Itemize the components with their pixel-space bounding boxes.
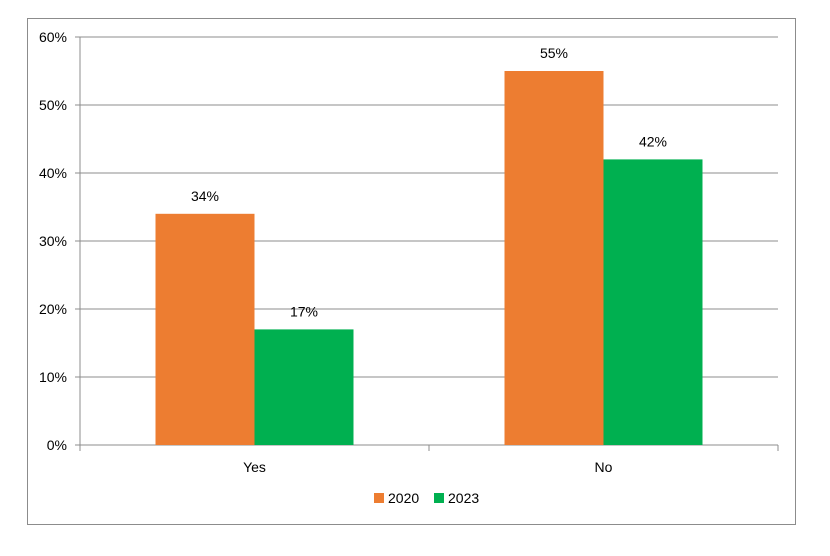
y-tick-label: 0% xyxy=(47,437,67,453)
y-tick-label: 50% xyxy=(39,97,67,113)
y-tick-label: 10% xyxy=(39,369,67,385)
bar-2020-no xyxy=(504,71,604,445)
category-label-yes: Yes xyxy=(243,459,266,475)
y-tick-label: 40% xyxy=(39,165,67,181)
data-label-2020-no: 55% xyxy=(540,45,568,61)
bar-2023-no xyxy=(603,159,703,445)
legend-swatch-2020 xyxy=(374,493,384,503)
data-label-2023-no: 42% xyxy=(639,133,667,149)
data-label-2020-yes: 34% xyxy=(191,188,219,204)
legend-label-2023: 2023 xyxy=(448,490,479,506)
y-tick-label: 20% xyxy=(39,301,67,317)
legend-swatch-2023 xyxy=(434,493,444,503)
legend-label-2020: 2020 xyxy=(388,490,419,506)
data-label-2023-yes: 17% xyxy=(290,303,318,319)
bar-2020-yes xyxy=(155,213,255,445)
category-label-no: No xyxy=(595,459,613,475)
y-tick-label: 30% xyxy=(39,233,67,249)
bar-2023-yes xyxy=(254,329,354,445)
y-tick-label: 60% xyxy=(39,29,67,45)
